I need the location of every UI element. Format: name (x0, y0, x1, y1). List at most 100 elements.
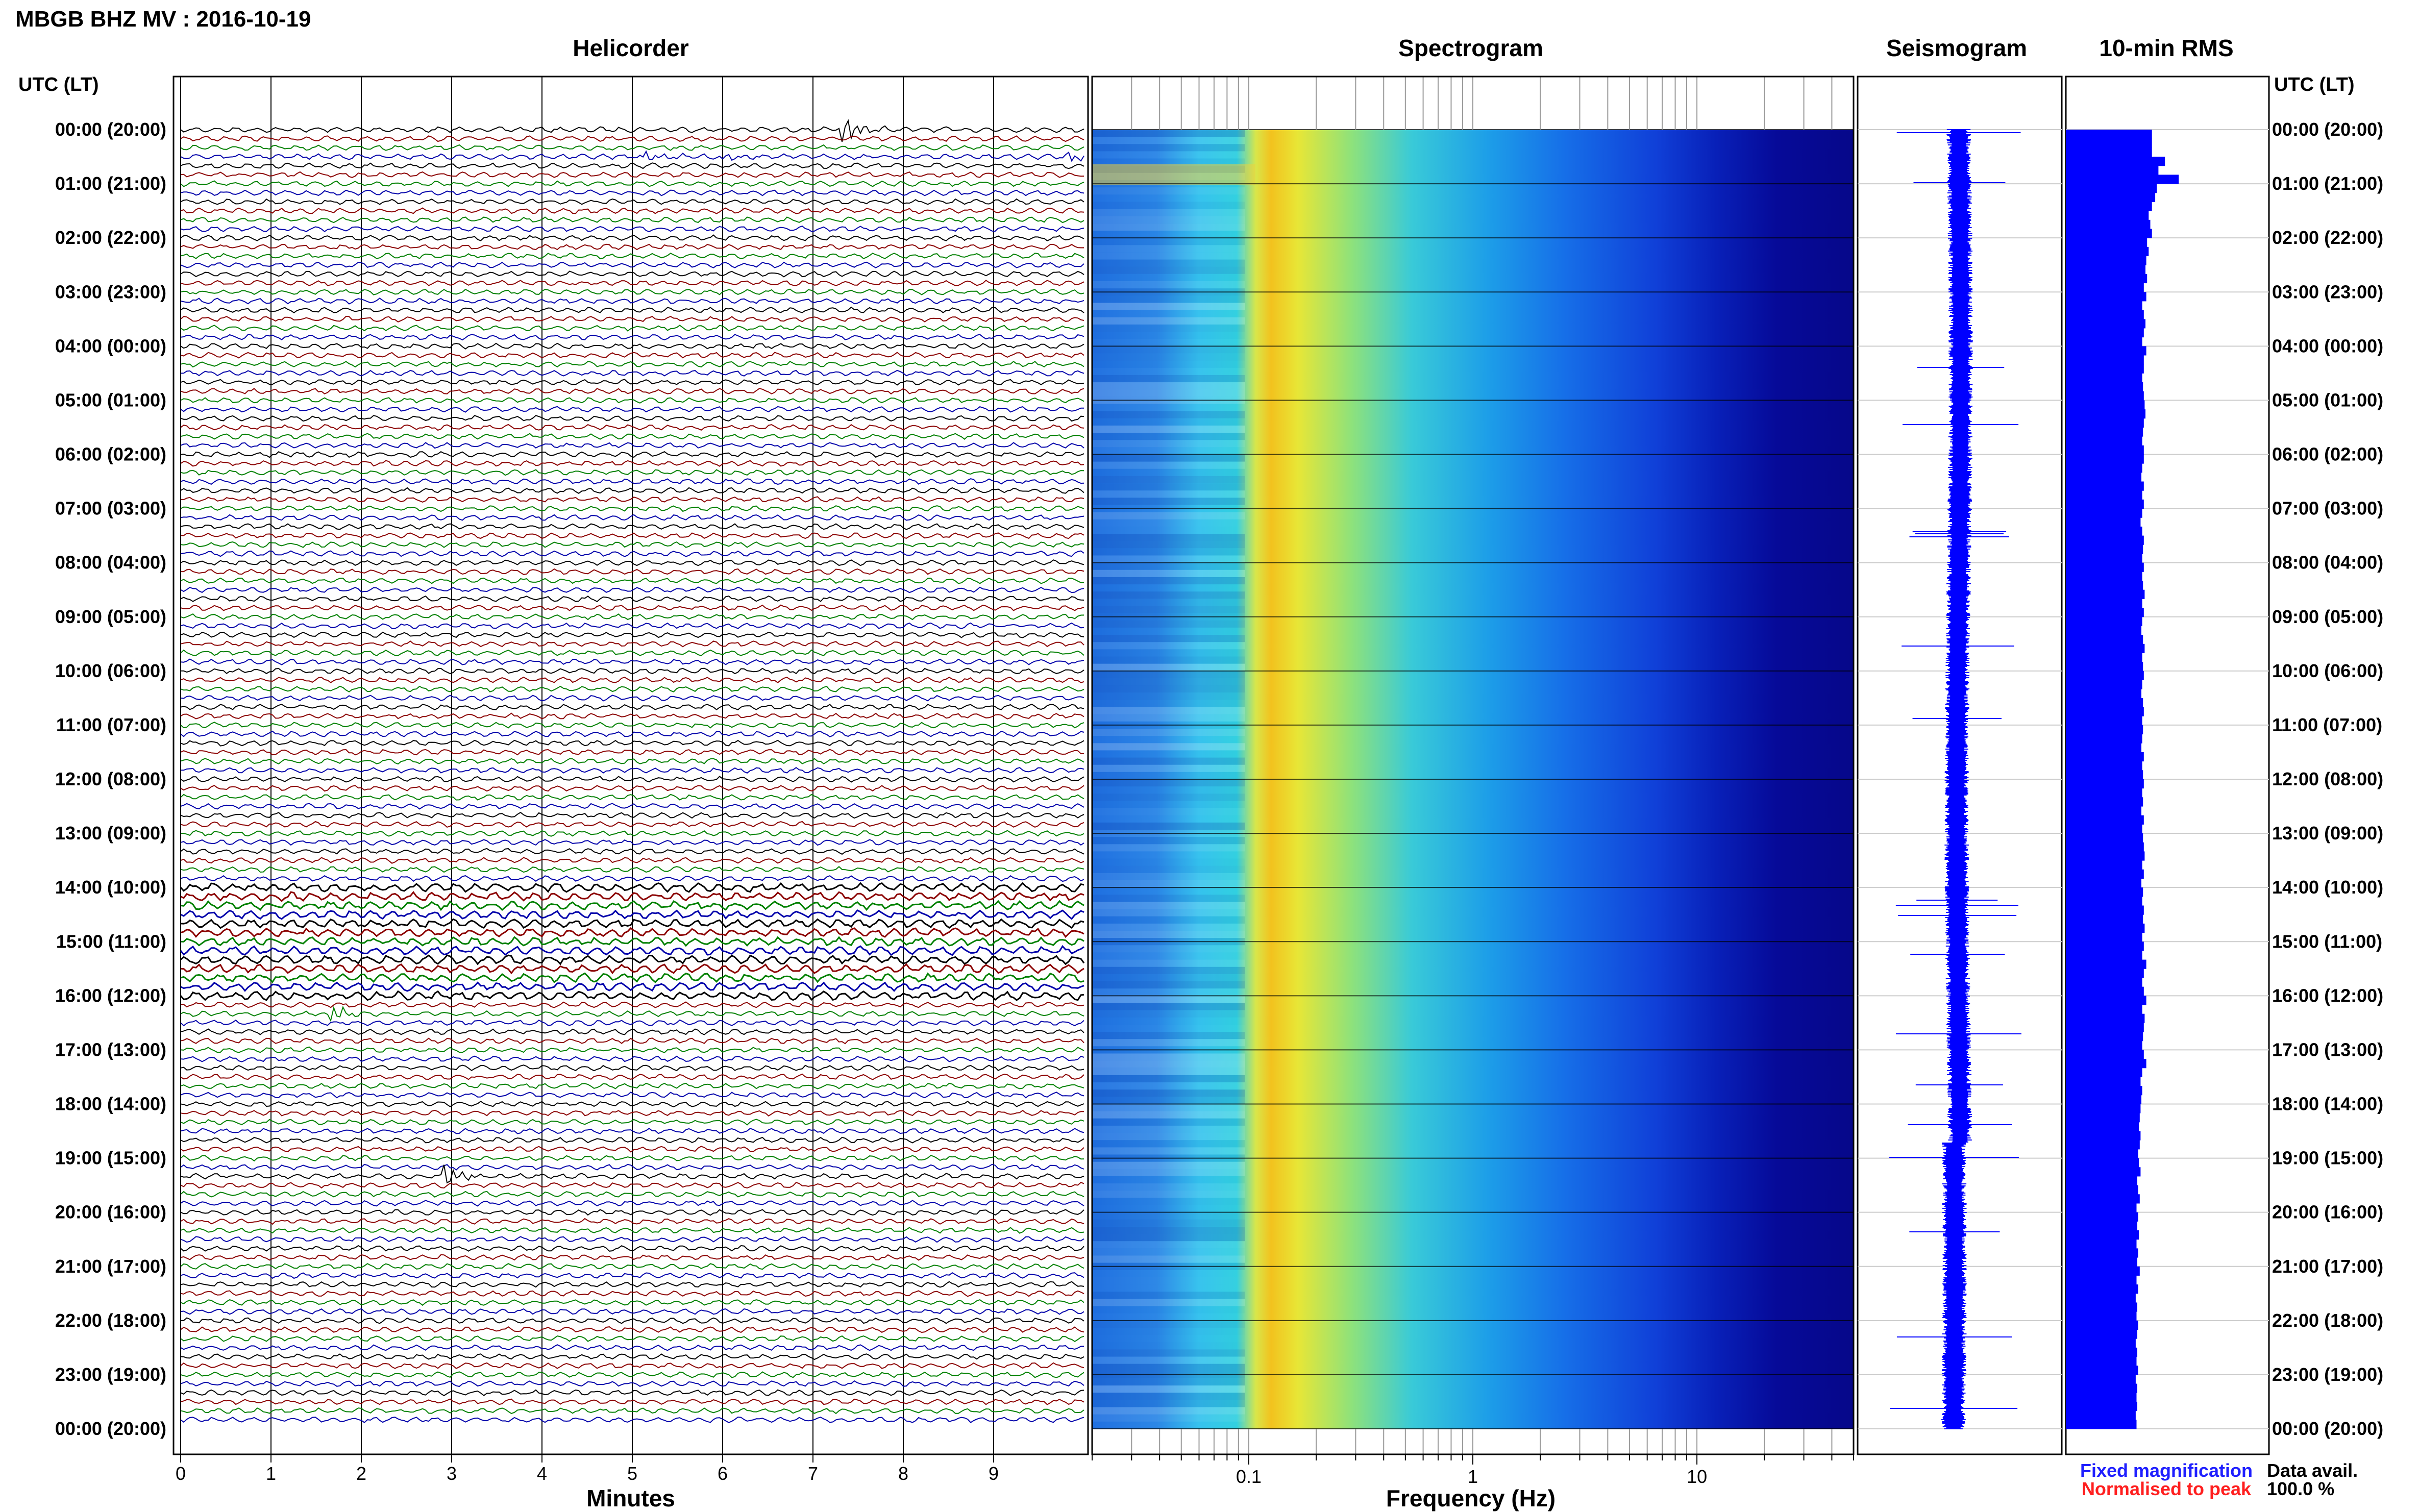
helicorder-trace-line (180, 460, 1084, 467)
helicorder-trace-line (180, 1380, 1084, 1387)
helicorder-trace-line (180, 496, 1084, 503)
helicorder-trace-line (181, 1317, 1084, 1324)
rms-bar (2066, 463, 2142, 473)
rms-title: 10-min RMS (2099, 35, 2233, 61)
helicorder-trace-line (180, 990, 1084, 1001)
spectrogram-row-streak (1092, 628, 1245, 635)
rms-bar (2066, 1401, 2137, 1411)
helicorder-trace-line (180, 1227, 1084, 1234)
helicorder-trace-line (180, 388, 1084, 395)
spectrogram-row-streak (1092, 1356, 1245, 1364)
rms-bar (2066, 310, 2144, 319)
spectrogram-row-streak (1092, 382, 1245, 390)
spectrogram-row-streak (1092, 274, 1245, 281)
rms-bar (2066, 337, 2142, 346)
spectrogram-row-streak (1092, 1133, 1245, 1141)
helicorder-trace-line (180, 135, 1084, 142)
spectrogram-row-streak (1092, 642, 1245, 650)
helicorder-trace-line (180, 162, 1084, 169)
helicorder-trace-line (180, 379, 1084, 386)
helicorder-trace-line (180, 1416, 1084, 1423)
hour-label-left: 11:00 (07:00) (56, 714, 166, 735)
helicorder-trace-line (180, 963, 1084, 975)
spectrogram-row-streak (1092, 649, 1245, 657)
spectrogram-row-streak (1092, 209, 1245, 216)
spectrogram-row-streak (1092, 1393, 1245, 1400)
spectrogram-row-streak (1092, 202, 1245, 209)
rms-bar (2066, 211, 2149, 220)
hour-label-left: 01:00 (21:00) (55, 173, 166, 194)
spectrogram-row-streak (1092, 1299, 1245, 1306)
helicorder-trace-line (180, 857, 1084, 864)
spectrogram-row-streak (1092, 945, 1245, 953)
helicorder-trace-line (180, 739, 1084, 747)
helicorder-trace-line (180, 261, 1084, 268)
helicorder-trace-line (180, 758, 1084, 765)
helicorder-trace-line (180, 298, 1084, 305)
seismogram-title: Seismogram (1886, 35, 2027, 61)
rms-bar (2066, 319, 2145, 329)
rms-bar (2066, 1023, 2144, 1032)
spectrogram-row-streak (1092, 844, 1245, 852)
helicorder-trace-line (180, 315, 1084, 323)
rms-bar (2066, 671, 2144, 681)
spectrogram-row-streak (1092, 223, 1245, 231)
helicorder-trace-line (180, 234, 1084, 241)
spectrogram-row-streak (1092, 966, 1245, 974)
hour-label-left: 22:00 (18:00) (55, 1310, 166, 1331)
hour-label-left: 06:00 (02:00) (55, 444, 166, 465)
rms-bar (2066, 138, 2152, 148)
rms-bar (2066, 283, 2144, 292)
helicorder-trace-line (180, 649, 1084, 657)
rms-bar (2066, 977, 2142, 987)
helicorder-trace-line (180, 1181, 1084, 1189)
helicorder-trace-line (180, 532, 1084, 539)
spectrogram-row-streak (1092, 1227, 1245, 1234)
helicorder-trace-line (180, 369, 1084, 377)
helicorder-trace-line (180, 1100, 1084, 1107)
rms-bar (2066, 1393, 2137, 1402)
spectrogram-row-streak (1092, 750, 1245, 757)
helicorder-trace-line (180, 1146, 1084, 1153)
hour-label-left: 20:00 (16:00) (55, 1202, 166, 1223)
rms-bar (2066, 914, 2143, 924)
rms-bar (2066, 481, 2144, 491)
helicorder-trace-line (180, 270, 1084, 278)
rms-bar (2066, 1356, 2137, 1366)
rms-bar (2066, 472, 2141, 482)
spectrogram-row-streak (1092, 743, 1245, 751)
rms-bar (2066, 707, 2144, 716)
helicorder-trace-line (180, 397, 1084, 404)
hour-label-left: 07:00 (03:00) (55, 498, 166, 519)
hour-label-left: 21:00 (17:00) (55, 1256, 166, 1277)
spectrogram-row-streak (1092, 1219, 1245, 1227)
rms-bar (2066, 535, 2144, 545)
helicorder-trace-line (180, 1407, 1084, 1415)
spectrogram-row-streak (1092, 692, 1245, 700)
minute-tick-label: 9 (989, 1463, 999, 1484)
spectrogram-rows (1092, 130, 1255, 1422)
helicorder-trace-line (180, 1092, 1084, 1099)
rms-bar (2066, 1302, 2137, 1312)
hour-label-left: 00:00 (20:00) (55, 1418, 166, 1439)
helicorder-frame (172, 76, 1089, 1455)
rms-bar (2066, 517, 2141, 527)
helicorder-trace-line (180, 1005, 1084, 1023)
rms-bar (2066, 589, 2145, 599)
rms-bar (2066, 1194, 2140, 1204)
rms-bar (2066, 1311, 2137, 1321)
spectrogram-row-streak (1092, 1060, 1245, 1068)
hour-label-right: 18:00 (14:00) (2272, 1094, 2383, 1114)
spectrogram-row-streak (1092, 599, 1245, 606)
helicorder-trace-line (180, 918, 1084, 929)
helicorder-trace-line (180, 1128, 1084, 1134)
rms-bar (2066, 508, 2142, 518)
helicorder-trace-line (180, 577, 1084, 584)
rms-bar (2066, 1383, 2137, 1393)
rms-bar (2066, 950, 2142, 960)
rms-bar (2066, 373, 2142, 383)
helicorder-trace-line (180, 1218, 1084, 1225)
spectrogram-row-streak (1092, 303, 1245, 310)
rms-bar (2066, 445, 2144, 455)
minute-tick-label: 4 (537, 1463, 547, 1484)
